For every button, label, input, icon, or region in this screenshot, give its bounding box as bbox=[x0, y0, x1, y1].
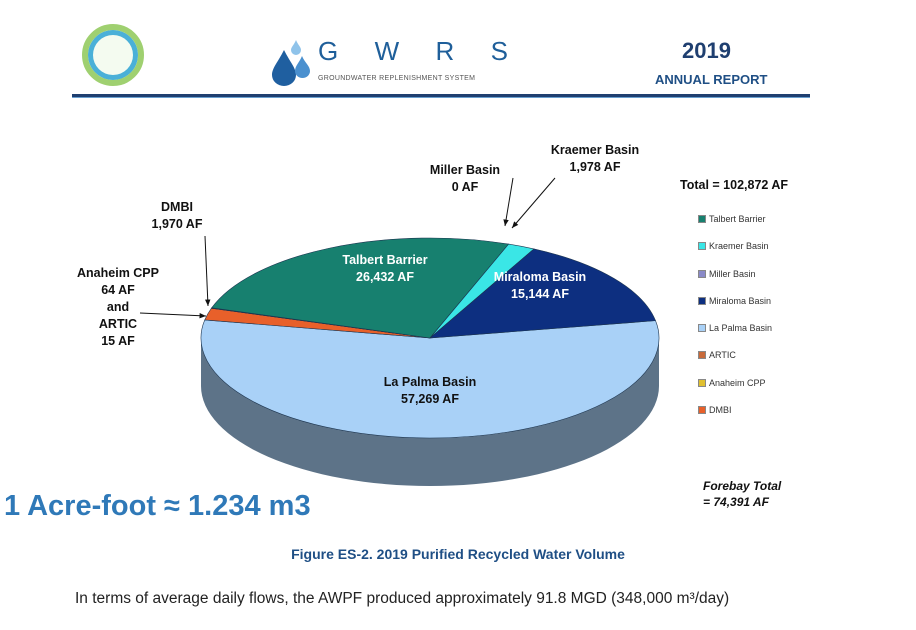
legend-label: DMBI bbox=[709, 405, 732, 416]
label-anaheim-artic: Anaheim CPP 64 AF and ARTIC 15 AF bbox=[68, 265, 168, 350]
legend-item: Miraloma Basin bbox=[698, 296, 772, 323]
label-text: Kraemer Basin bbox=[550, 143, 640, 157]
label-miller: Miller Basin 0 AF bbox=[415, 162, 515, 196]
body-text: In terms of average daily flows, the AWP… bbox=[75, 590, 730, 607]
leader-line bbox=[139, 312, 207, 317]
legend-swatch bbox=[698, 242, 706, 251]
brand-letter: W bbox=[374, 36, 400, 66]
legend-label: Miller Basin bbox=[709, 268, 756, 279]
brand-letter: G bbox=[318, 36, 339, 66]
legend-item: DMBI bbox=[698, 405, 772, 432]
label-text: Miller Basin bbox=[429, 163, 501, 177]
district-logo bbox=[82, 24, 144, 86]
legend-swatch bbox=[698, 296, 706, 305]
label-miraloma: Miraloma Basin 15,144 AF bbox=[480, 269, 600, 303]
legend-swatch bbox=[698, 215, 706, 223]
label-talbert: Talbert Barrier 26,432 AF bbox=[330, 252, 440, 286]
legend-item: Talbert Barrier bbox=[698, 214, 772, 241]
label-dmbi: DMBI 1,970 AF bbox=[142, 199, 212, 233]
label-text: Anaheim CPP bbox=[77, 266, 159, 280]
leader-line bbox=[504, 177, 514, 227]
legend-swatch bbox=[698, 269, 706, 278]
label-text: Miraloma Basin bbox=[493, 270, 587, 284]
pie-side-la-palma-basin bbox=[201, 338, 659, 486]
arrowhead bbox=[205, 299, 211, 306]
label-text: 64 AF bbox=[101, 283, 135, 297]
gwrs-brand: G W R S bbox=[318, 36, 508, 67]
label-text: ARTIC bbox=[98, 317, 138, 331]
conversion-note: 1 Acre-foot ≈ 1.234 m3 bbox=[4, 490, 311, 522]
pie-slice-miraloma-basin bbox=[429, 248, 656, 339]
legend-label: ARTIC bbox=[709, 350, 736, 361]
forebay-label: Forebay Total bbox=[703, 479, 782, 493]
legend-label: Anaheim CPP bbox=[709, 377, 766, 388]
forebay-value: = 74,391 AF bbox=[703, 495, 769, 509]
leader-line bbox=[204, 235, 209, 307]
legend-item: Kraemer Basin bbox=[698, 241, 772, 268]
legend-label: Miraloma Basin bbox=[709, 295, 772, 306]
figure-caption: Figure ES-2. 2019 Purified Recycled Wate… bbox=[291, 546, 625, 562]
label-text: 15 AF bbox=[101, 334, 135, 348]
legend-item: ARTIC bbox=[698, 350, 772, 377]
label-text: Talbert Barrier bbox=[342, 253, 428, 267]
forebay-total: Forebay Total = 74,391 AF bbox=[703, 478, 781, 510]
legend-swatch bbox=[698, 378, 706, 387]
label-text: DMBI bbox=[161, 200, 193, 214]
legend-label: Talbert Barrier bbox=[709, 214, 766, 224]
arrowhead bbox=[199, 312, 206, 319]
label-text: 26,432 AF bbox=[356, 270, 414, 284]
brand-letter: R bbox=[435, 36, 455, 66]
label-text: 1,978 AF bbox=[569, 160, 621, 174]
legend-item: Anaheim CPP bbox=[698, 378, 772, 405]
label-text: 15,144 AF bbox=[511, 287, 569, 301]
report-year: 2019 bbox=[682, 38, 731, 63]
header-divider bbox=[72, 94, 810, 98]
brand-subtitle: GROUNDWATER REPLENISHMENT SYSTEM bbox=[318, 75, 476, 82]
legend-item: Miller Basin bbox=[698, 269, 772, 296]
label-text: 0 AF bbox=[451, 180, 479, 194]
leader-line bbox=[511, 177, 556, 229]
arrowhead bbox=[512, 221, 519, 228]
legend-label: La Palma Basin bbox=[709, 323, 773, 334]
legend-label: Kraemer Basin bbox=[709, 241, 769, 252]
water-drops-icon bbox=[272, 40, 310, 86]
pie-slice-talbert-barrier bbox=[211, 237, 510, 339]
label-kraemer: Kraemer Basin 1,978 AF bbox=[540, 142, 650, 176]
label-text: La Palma Basin bbox=[383, 375, 477, 389]
chart-legend: Talbert Barrier Kraemer Basin Miller Basin… bbox=[698, 214, 772, 432]
arrowhead bbox=[503, 219, 509, 226]
total-label: Total = 102,872 AF bbox=[680, 178, 789, 192]
brand-letter: S bbox=[490, 36, 508, 66]
pie-slice-la-palma-basin bbox=[200, 319, 660, 439]
legend-swatch bbox=[698, 324, 706, 333]
legend-item: La Palma Basin bbox=[698, 323, 772, 350]
report-title: ANNUAL REPORT bbox=[655, 72, 768, 87]
label-text: 1,970 AF bbox=[151, 217, 203, 231]
label-la-palma: La Palma Basin 57,269 AF bbox=[370, 374, 490, 408]
label-text: 57,269 AF bbox=[401, 392, 459, 406]
legend-swatch bbox=[698, 406, 706, 415]
legend-swatch bbox=[698, 351, 706, 360]
label-text: and bbox=[106, 300, 130, 314]
